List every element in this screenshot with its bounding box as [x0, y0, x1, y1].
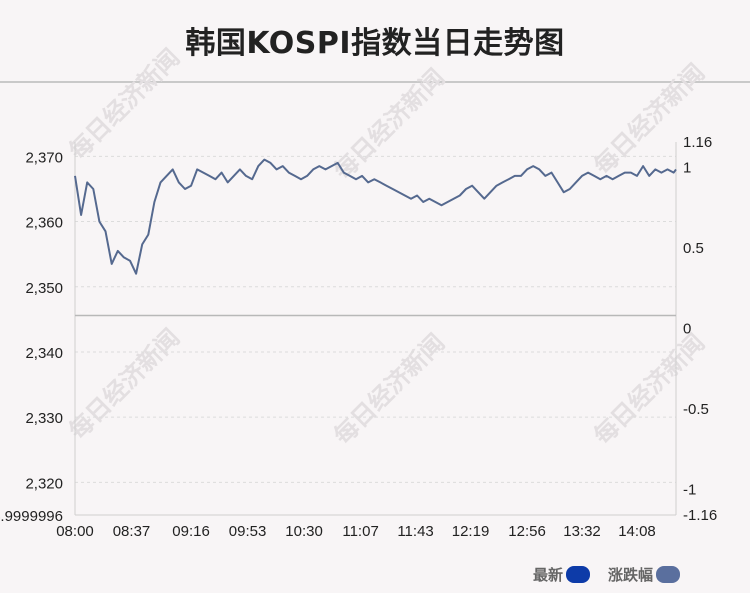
legend-label-latest: 最新 [533, 566, 564, 584]
x-tick-label: 08:00 [56, 523, 94, 540]
watermark-text: 每日经济新闻 [328, 63, 450, 185]
watermark-text: 每日经济新闻 [588, 328, 710, 450]
legend-swatch-change [656, 566, 681, 583]
x-tick-label: 13:32 [563, 523, 601, 540]
y-tick-label-left: 2,370 [25, 149, 63, 166]
title-divider [0, 81, 750, 83]
y-tick-label-left: 2,330 [25, 410, 63, 427]
x-tick-label: 11:07 [342, 523, 378, 540]
x-tick-label: 09:53 [229, 523, 267, 540]
y-tick-label-right: -1 [683, 481, 696, 498]
watermark-text: 每日经济新闻 [588, 58, 710, 180]
y-tick-label-right: -1.16 [683, 507, 717, 524]
x-tick-label: 11:43 [397, 523, 433, 540]
x-tick-label: 09:16 [172, 523, 210, 540]
y-tick-label-right: 1 [683, 160, 691, 177]
legend-label-change: 涨跌幅 [608, 566, 654, 584]
x-tick-label: 12:56 [508, 523, 546, 540]
y-tick-label-left: 2,340 [25, 345, 63, 362]
x-tick-label: 12:19 [452, 523, 490, 540]
watermark-text: 每日经济新闻 [63, 323, 185, 445]
y-tick-label-left: 2,320 [25, 475, 63, 492]
y-tick-label-left: 2,350 [25, 280, 63, 297]
x-tick-label: 10:30 [285, 523, 323, 540]
y-tick-label-right: 1.16 [683, 134, 712, 151]
y-tick-label-right: 0 [683, 321, 691, 338]
y-tick-label-left: 2,314.9999996 [0, 508, 63, 525]
y-tick-label-right: 0.5 [683, 240, 704, 257]
legend-swatch-latest [566, 566, 591, 583]
x-tick-label: 14:08 [618, 523, 656, 540]
y-tick-label-left: 2,360 [25, 215, 63, 232]
legend-item-change[interactable]: 涨跌幅 [608, 564, 681, 585]
chart-title: 韩国KOSPI指数当日走势图 [185, 26, 565, 61]
watermark-text: 每日经济新闻 [328, 328, 450, 450]
legend-item-latest[interactable]: 最新 [533, 564, 591, 585]
y-tick-label-right: -0.5 [683, 401, 709, 418]
series-line-latest [74, 158, 677, 275]
watermark-text: 每日经济新闻 [63, 43, 185, 165]
x-tick-label: 08:37 [113, 523, 151, 540]
